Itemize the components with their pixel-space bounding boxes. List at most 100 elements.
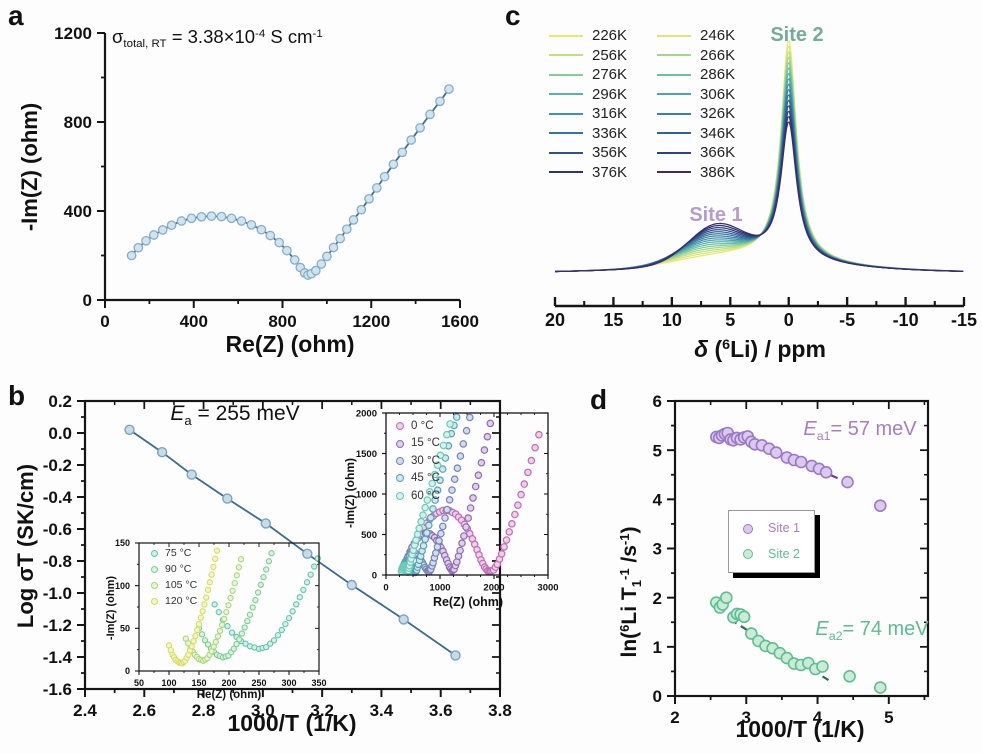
svg-text:-15: -15: [951, 310, 977, 330]
svg-text:1: 1: [653, 638, 662, 657]
line-swatch-icon: [657, 54, 692, 57]
circle-swatch-icon: [743, 523, 753, 534]
chart-svg-a: 0 400 800 1200 1600 0 400 800 1200: [54, 24, 479, 331]
legend-label: 286K: [700, 66, 736, 83]
svg-text:15: 15: [603, 310, 623, 330]
svg-text:3.6: 3.6: [429, 701, 453, 720]
svg-text:300: 300: [281, 678, 296, 688]
svg-text:3.2: 3.2: [310, 701, 334, 720]
svg-text:10: 10: [662, 310, 682, 330]
svg-text:-10: -10: [893, 310, 919, 330]
legend-label: 0 °C: [411, 420, 434, 432]
panel-a-conductivity-annotation: σtotal, RT = 3.38×10-4 S cm-1: [112, 26, 323, 51]
legend-item: 60 °C: [396, 489, 440, 503]
circle-swatch-icon: [396, 422, 404, 431]
panel-b-ylabel: Log σT (SK/cm): [13, 463, 38, 629]
legend-item: 246K: [657, 26, 735, 46]
panel-d-ylabel: ln(6Li T1-1 /s-1): [616, 526, 644, 658]
inset-high-ylabel: -Im(Z) (ohm): [343, 458, 357, 528]
panel-c-site2-label: Site 2: [770, 24, 824, 46]
svg-text:0: 0: [372, 570, 377, 581]
legend-item: 346K: [657, 124, 735, 144]
svg-text:-0.2: -0.2: [43, 456, 72, 475]
legend-item: 90 °C: [151, 563, 197, 576]
svg-text:350: 350: [311, 678, 326, 688]
svg-text:3: 3: [653, 540, 662, 559]
svg-text:4: 4: [813, 708, 823, 727]
line-swatch-icon: [549, 151, 583, 154]
svg-text:200: 200: [221, 678, 236, 688]
axes-d: 2 3 4 5 0 1 2 3 4 5 6: [653, 392, 930, 727]
svg-text:5: 5: [884, 708, 893, 727]
svg-text:6: 6: [653, 392, 662, 411]
svg-text:-5: -5: [839, 310, 855, 330]
legend-item: 256K: [549, 46, 627, 66]
line-swatch-icon: [549, 34, 583, 37]
legend-item: 0 °C: [396, 419, 440, 433]
panel-b-inset-low-chart: 50 100 150 200 250 300 350 0 50 100 150: [103, 533, 331, 720]
svg-text:1600: 1600: [441, 312, 479, 331]
svg-text:2: 2: [670, 708, 679, 727]
legend-item: 336K: [549, 124, 627, 144]
legend-label: 356K: [592, 144, 628, 161]
line-swatch-icon: [657, 171, 692, 174]
axes-c: 20 15 10 5 0 -5 -10 -15: [545, 297, 977, 330]
panel-b: 2.4 2.6 2.8 3.0 3.2 3.4 3.6 3.8 0.2 0.0 -0.2 -0.4 -0…: [0, 376, 560, 753]
panel-c-letter: c: [505, 0, 521, 31]
svg-text:0.2: 0.2: [48, 392, 72, 411]
svg-text:1200: 1200: [352, 312, 390, 331]
series-75 °C: [211, 555, 321, 652]
axes-a: 0 400 800 1200 1600 0 400 800 1200: [54, 24, 479, 331]
svg-text:2.8: 2.8: [192, 701, 216, 720]
chart-svg-b_inset_low: 50 100 150 200 250 300 350 0 50 100 150: [115, 538, 327, 688]
legend-item: 266K: [657, 46, 735, 66]
line-swatch-icon: [549, 171, 583, 174]
svg-text:1000: 1000: [356, 489, 377, 500]
chart-svg-b_inset_high: 0 1000 2000 3000 0 500 1000 1500 2000: [356, 408, 559, 594]
svg-text:500: 500: [361, 530, 377, 541]
legend-label: 336K: [592, 124, 628, 142]
chart-svg-b: 2.4 2.6 2.8 3.0 3.2 3.4 3.6 3.8 0.2 0.0 -0.2 -0.4 -0…: [43, 392, 512, 720]
svg-text:2: 2: [653, 589, 662, 608]
svg-text:1000: 1000: [429, 583, 450, 594]
svg-text:0: 0: [653, 687, 662, 706]
svg-text:2000: 2000: [356, 408, 377, 419]
line-swatch-icon: [657, 73, 692, 76]
series-105 °C: [182, 556, 245, 664]
svg-text:4: 4: [653, 490, 663, 509]
panel-c-temperature-legend: 226K 246K 256K 266K 276K 286K 296K 306K 316K 326K…: [549, 26, 735, 182]
legend-label: 316K: [592, 105, 628, 122]
line-swatch-icon: [549, 132, 583, 135]
svg-text:0: 0: [83, 291, 92, 310]
panel-d-chart: 2 3 4 5 0 1 2 3 4 5 6: [560, 376, 982, 753]
panel-d-letter: d: [590, 384, 608, 415]
legend-label: 366K: [700, 144, 736, 161]
legend-item: 105 °C: [151, 579, 197, 592]
svg-text:800: 800: [268, 312, 296, 331]
legend-item: 75 °C: [151, 547, 197, 560]
svg-text:2.6: 2.6: [132, 701, 156, 720]
legend-item: 316K: [549, 104, 627, 124]
svg-text:20: 20: [545, 310, 565, 330]
series-386K: [555, 121, 964, 273]
svg-text:250: 250: [251, 678, 266, 688]
panel-b-activation-energy-annotation: Ea = 255 meV: [170, 402, 300, 428]
panel-c-xlabel: δ (6Li) / ppm: [694, 336, 826, 362]
line-swatch-icon: [657, 112, 692, 115]
series-60 °C: [397, 420, 454, 577]
legend-item: 366K: [657, 143, 735, 163]
legend-item: 326K: [657, 104, 735, 124]
legend-item: 296K: [549, 85, 627, 105]
svg-text:0: 0: [383, 583, 388, 594]
legend-label: 120 °C: [165, 595, 198, 608]
circle-swatch-icon: [396, 491, 404, 500]
panel-a-ylabel: -Im(Z) (ohm): [17, 102, 42, 232]
svg-text:0.0: 0.0: [48, 424, 72, 443]
panel-b-inset-high-temp: 0 1000 2000 3000 0 500 1000 1500 2000 0 °C 15 °C 3…: [340, 399, 559, 619]
svg-text:5: 5: [653, 441, 662, 460]
legend-item: 15 °C: [396, 436, 440, 450]
svg-text:0: 0: [125, 666, 130, 676]
chart-svg-d: 2 3 4 5 0 1 2 3 4 5 6: [653, 392, 930, 727]
svg-text:-0.4: -0.4: [43, 488, 73, 507]
